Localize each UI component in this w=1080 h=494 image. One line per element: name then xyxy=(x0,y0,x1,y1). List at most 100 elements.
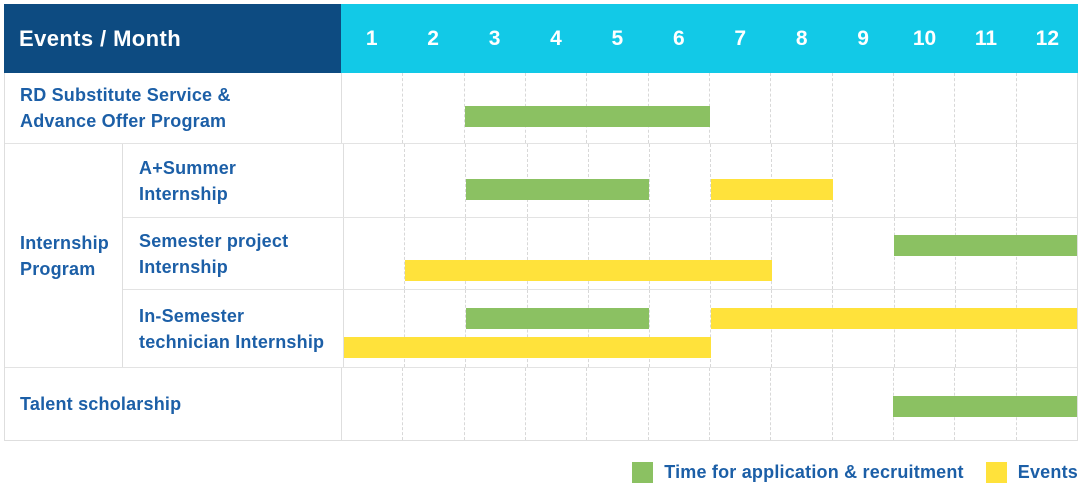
month-grid-column xyxy=(833,144,895,217)
row-label-rd-substitute-service-line-1: RD Substitute Service & xyxy=(20,85,231,105)
row-label-semester-project-internship-line-1: Semester project xyxy=(139,230,289,251)
bar-line-1 xyxy=(344,218,1077,256)
month-grid-column xyxy=(956,144,1017,217)
group-label-line-1: Internship xyxy=(20,232,110,253)
month-grid-column xyxy=(955,73,1017,143)
month-label-3: 3 xyxy=(488,26,501,50)
events-month-header-cell: Events / Month xyxy=(4,4,341,73)
table-row-rd-substitute-service: RD Substitute Service & Advance Offer Pro… xyxy=(5,73,1077,143)
chart-legend: Time for application & recruitment Events xyxy=(632,462,1078,483)
recruitment-bar xyxy=(466,178,650,200)
legend-label-recruitment: Time for application & recruitment xyxy=(664,462,964,482)
row-label-in-semester-technician-internship: In-Semester technician Internship xyxy=(123,290,343,367)
chart-cell-rd-substitute-service xyxy=(341,73,1077,143)
bar-line-1 xyxy=(342,73,1077,143)
month-grid-column xyxy=(833,73,894,143)
month-label-12: 12 xyxy=(1035,26,1060,50)
month-grid-column xyxy=(344,144,406,217)
bar-line-2 xyxy=(344,329,1077,368)
bar-lines xyxy=(342,368,1077,440)
month-grid-column xyxy=(403,73,465,143)
events-bar xyxy=(405,260,772,282)
month-grid-column xyxy=(589,218,650,289)
month-grid-column xyxy=(649,368,710,440)
bar-lines xyxy=(342,73,1077,143)
legend-item-events: Events xyxy=(985,462,1078,483)
internship-program-group-label: Internship Program xyxy=(5,144,122,367)
bar-line-1 xyxy=(344,290,1077,330)
row-label-talent-scholarship-line-1: Talent scholarship xyxy=(20,394,182,414)
month-grid-column xyxy=(894,73,956,143)
internship-program-group: Internship Program A+Summer Internship Semes… xyxy=(5,143,1077,367)
month-grid-column xyxy=(587,368,649,440)
month-grid-column xyxy=(711,218,773,289)
legend-label-events: Events xyxy=(1017,462,1078,482)
recruitment-bar xyxy=(466,308,650,330)
row-label-talent-scholarship: Talent scholarship xyxy=(5,368,341,440)
bar-line-1 xyxy=(344,144,1077,217)
bar-lines xyxy=(344,290,1077,367)
chart-cell-in-semester-technician-internship xyxy=(343,290,1077,367)
month-label-10: 10 xyxy=(912,26,937,50)
events-bar xyxy=(710,308,1077,330)
month-label-5: 5 xyxy=(611,26,624,50)
month-grid-column xyxy=(344,218,406,289)
month-grid-column xyxy=(771,73,833,143)
month-label-2: 2 xyxy=(427,26,439,50)
chart-cell-semester-project-internship xyxy=(343,218,1077,289)
month-grid-column xyxy=(342,368,404,440)
month-grid-column xyxy=(650,218,712,289)
month-grid-column xyxy=(528,218,589,289)
month-label-6: 6 xyxy=(672,26,685,50)
row-label-rd-substitute-service: RD Substitute Service & Advance Offer Pro… xyxy=(5,73,341,143)
events-bar xyxy=(344,336,711,358)
table-header-row: Events / Month 1 2 3 4 5 6 7 8 9 10 11 12 xyxy=(4,4,1078,73)
chart-cell-a-plus-summer-internship xyxy=(343,144,1077,217)
events-bar xyxy=(710,178,833,200)
month-grid-column xyxy=(895,144,956,217)
month-grid-column xyxy=(772,218,834,289)
row-label-a-plus-summer-internship-line-2: Internship xyxy=(139,183,229,204)
internship-program-rows: A+Summer Internship Semester project Intern… xyxy=(122,144,1077,367)
group-label-line-2: Program xyxy=(20,258,96,279)
row-label-in-semester-technician-internship-line-2: technician Internship xyxy=(139,331,325,352)
month-grid-column xyxy=(526,368,588,440)
month-grid-column xyxy=(403,368,465,440)
recruitment-bar xyxy=(464,106,710,127)
bar-line-1 xyxy=(342,368,1077,440)
table-row-in-semester-technician-internship: In-Semester technician Internship xyxy=(123,289,1077,367)
row-label-a-plus-summer-internship: A+Summer Internship xyxy=(123,144,343,217)
table-row-talent-scholarship: Talent scholarship xyxy=(5,367,1077,440)
month-label-9: 9 xyxy=(857,26,869,50)
month-grid-column xyxy=(466,218,528,289)
chart-cell-talent-scholarship xyxy=(341,368,1077,440)
month-grid-column xyxy=(465,368,526,440)
month-grid-column xyxy=(405,218,467,289)
recruitment-bar xyxy=(893,396,1077,417)
row-label-semester-project-internship: Semester project Internship xyxy=(123,218,343,289)
month-header-row: 1 2 3 4 5 6 7 8 9 10 11 12 xyxy=(341,4,1078,73)
legend-swatch-events xyxy=(985,462,1007,483)
row-label-semester-project-internship-line-2: Internship xyxy=(139,256,229,277)
month-grid-column xyxy=(344,290,406,367)
month-grid-column xyxy=(772,144,834,217)
legend-swatch-recruitment xyxy=(632,462,654,483)
row-label-rd-substitute-service-line-2: Advance Offer Program xyxy=(20,111,227,131)
gantt-table: Events / Month 1 2 3 4 5 6 7 8 9 10 11 12 RD Substi… xyxy=(4,4,1078,441)
table-row-semester-project-internship: Semester project Internship xyxy=(123,217,1077,289)
month-label-4: 4 xyxy=(550,26,562,50)
month-grid-column xyxy=(710,368,772,440)
month-grid-column xyxy=(342,73,404,143)
row-label-in-semester-technician-internship-line-1: In-Semester xyxy=(139,305,245,326)
month-grid-column xyxy=(405,144,467,217)
bar-lines xyxy=(344,218,1077,289)
legend-item-recruitment: Time for application & recruitment xyxy=(632,462,964,483)
month-grid-column xyxy=(771,368,833,440)
month-label-8: 8 xyxy=(795,26,808,50)
month-label-1: 1 xyxy=(365,26,378,50)
table-row-a-plus-summer-internship: A+Summer Internship xyxy=(123,144,1077,217)
table-body: RD Substitute Service & Advance Offer Pro… xyxy=(4,73,1078,441)
month-label-7: 7 xyxy=(734,26,747,50)
bar-lines xyxy=(344,144,1077,217)
recruitment-bar xyxy=(893,234,1077,256)
